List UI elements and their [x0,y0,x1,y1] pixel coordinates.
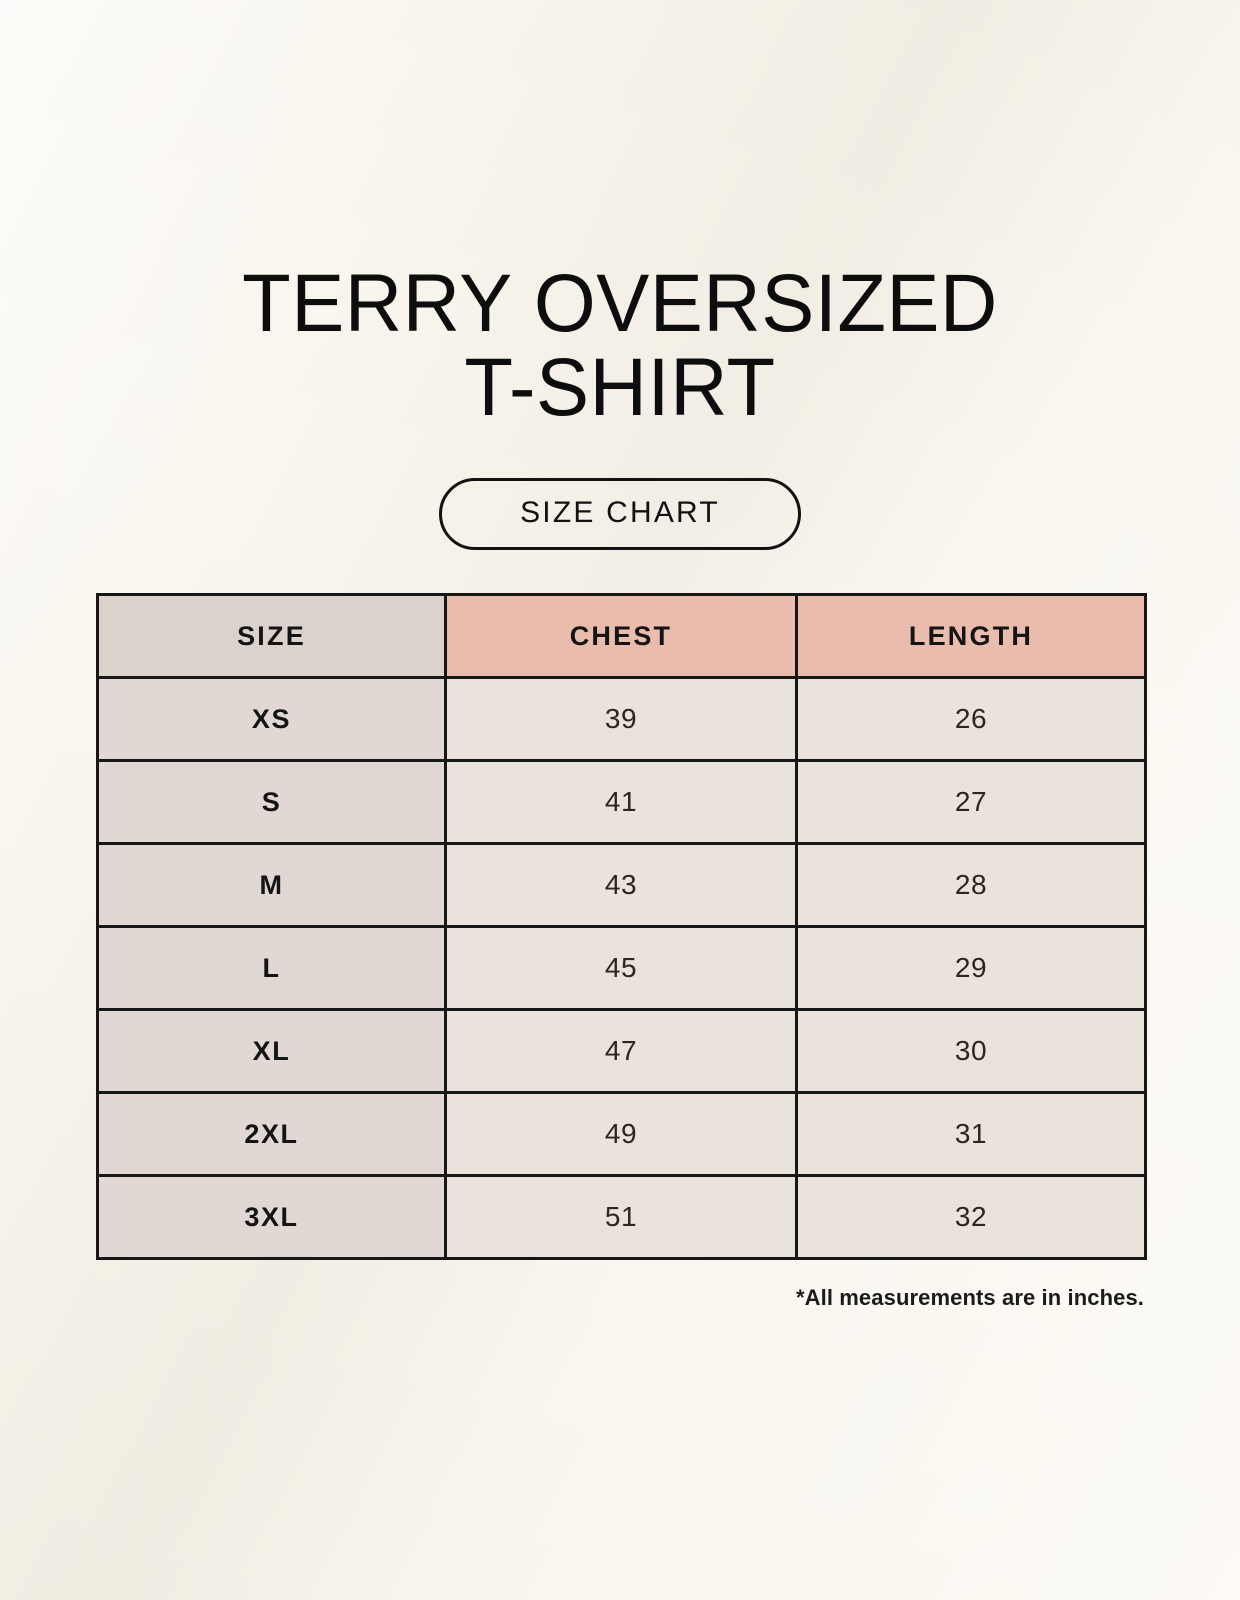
table-row: 3XL 51 32 [96,1174,1147,1260]
cell-chest: 45 [444,925,798,1011]
cell-chest: 47 [444,1008,798,1094]
cell-length: 32 [795,1174,1147,1260]
cell-chest: 51 [444,1174,798,1260]
table-row: XS 39 26 [96,676,1147,762]
cell-length: 29 [795,925,1147,1011]
cell-length: 28 [795,842,1147,928]
table-row: M 43 28 [96,842,1147,928]
table-header-row: SIZE CHEST LENGTH [96,593,1147,679]
cell-length: 30 [795,1008,1147,1094]
cell-size: XS [96,676,447,762]
cell-size: XL [96,1008,447,1094]
page-title-line-1: TERRY OVERSIZED [242,258,998,349]
cell-length: 27 [795,759,1147,845]
cell-chest: 41 [444,759,798,845]
page-title: TERRY OVERSIZED T-SHIRT [0,262,1240,430]
size-table-header: SIZE CHEST LENGTH [96,593,1147,679]
size-chart-badge: SIZE CHART [439,478,801,550]
column-header-chest: CHEST [444,593,798,679]
cell-chest: 39 [444,676,798,762]
cell-length: 31 [795,1091,1147,1177]
size-table-wrapper: SIZE CHEST LENGTH XS 39 26 S 41 27 M [96,593,1147,1260]
cell-size: S [96,759,447,845]
cell-chest: 49 [444,1091,798,1177]
table-row: S 41 27 [96,759,1147,845]
column-header-size: SIZE [96,593,447,679]
measurements-footnote: *All measurements are in inches. [795,1285,1144,1310]
column-header-length: LENGTH [795,593,1147,679]
table-row: 2XL 49 31 [96,1091,1147,1177]
table-row: XL 47 30 [96,1008,1147,1094]
size-table: SIZE CHEST LENGTH XS 39 26 S 41 27 M [96,593,1147,1260]
cell-size: L [96,925,447,1011]
table-row: L 45 29 [96,925,1147,1011]
cell-length: 26 [795,676,1147,762]
cell-size: M [96,842,447,928]
size-chart-badge-wrapper: SIZE CHART [0,478,1240,550]
cell-size: 3XL [96,1174,447,1260]
page-title-line-2: T-SHIRT [464,342,776,433]
cell-size: 2XL [96,1091,447,1177]
size-table-body: XS 39 26 S 41 27 M 43 28 L 45 29 [96,676,1147,1260]
cell-chest: 43 [444,842,798,928]
